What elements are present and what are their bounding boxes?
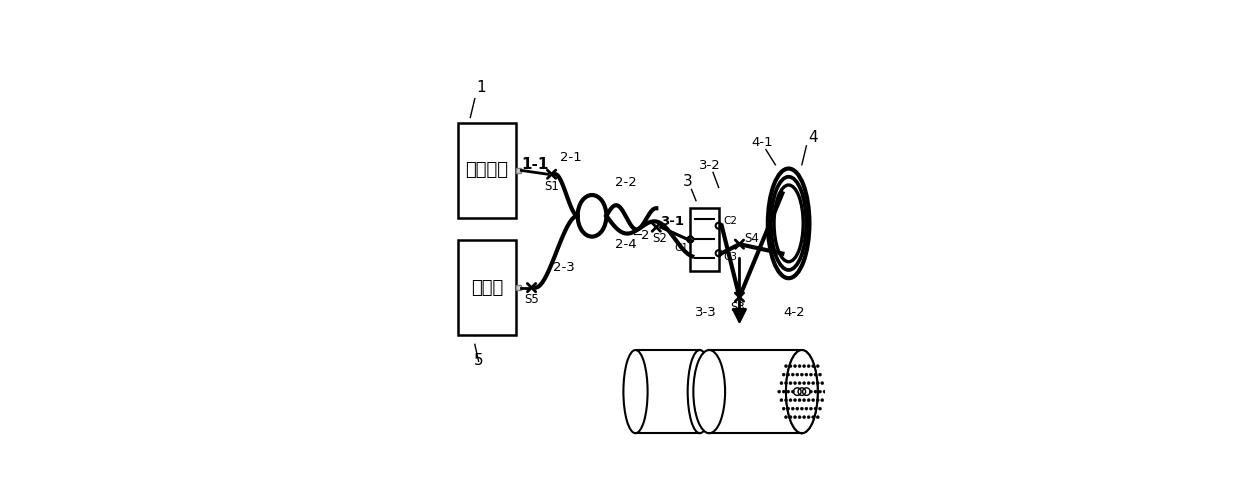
Circle shape — [807, 365, 810, 368]
Circle shape — [785, 365, 787, 368]
Text: 3: 3 — [683, 174, 693, 189]
Text: C2: C2 — [723, 216, 738, 226]
Circle shape — [821, 382, 823, 384]
Circle shape — [810, 390, 812, 393]
Circle shape — [810, 373, 812, 376]
Text: 1-1: 1-1 — [521, 157, 548, 172]
FancyBboxPatch shape — [516, 168, 521, 173]
Text: 3-2: 3-2 — [699, 159, 722, 171]
Text: 2-2: 2-2 — [615, 176, 637, 189]
Circle shape — [782, 407, 785, 410]
Circle shape — [796, 407, 799, 410]
Circle shape — [786, 373, 790, 376]
Text: 2-4: 2-4 — [615, 238, 637, 251]
Text: 1: 1 — [476, 80, 486, 95]
Circle shape — [802, 382, 806, 384]
Circle shape — [791, 407, 795, 410]
Circle shape — [818, 373, 822, 376]
Circle shape — [799, 415, 801, 419]
Text: 4-1: 4-1 — [751, 136, 773, 149]
Circle shape — [816, 399, 820, 402]
Text: S2: S2 — [652, 232, 667, 245]
Circle shape — [785, 399, 787, 402]
Circle shape — [780, 382, 782, 384]
FancyBboxPatch shape — [458, 123, 516, 218]
Circle shape — [785, 415, 787, 419]
Circle shape — [789, 399, 792, 402]
Circle shape — [810, 407, 812, 410]
Circle shape — [807, 399, 810, 402]
Ellipse shape — [786, 350, 817, 433]
Text: 探测器: 探测器 — [471, 279, 503, 297]
Circle shape — [821, 399, 823, 402]
Circle shape — [818, 407, 822, 410]
Text: S3: S3 — [730, 301, 745, 314]
Circle shape — [800, 407, 804, 410]
Text: 宽谱光源: 宽谱光源 — [465, 162, 508, 179]
Text: 4: 4 — [808, 130, 818, 145]
Circle shape — [800, 373, 804, 376]
Circle shape — [791, 373, 795, 376]
Text: 3-1: 3-1 — [661, 215, 684, 228]
Text: 2-1: 2-1 — [559, 151, 582, 164]
Circle shape — [794, 415, 796, 419]
Circle shape — [813, 373, 817, 376]
Circle shape — [812, 415, 815, 419]
Circle shape — [794, 382, 796, 384]
Circle shape — [816, 365, 820, 368]
Circle shape — [791, 390, 795, 393]
Circle shape — [789, 382, 792, 384]
Circle shape — [816, 415, 820, 419]
Circle shape — [813, 407, 817, 410]
Circle shape — [802, 365, 806, 368]
Ellipse shape — [693, 350, 725, 433]
FancyBboxPatch shape — [516, 285, 521, 290]
Circle shape — [786, 407, 790, 410]
Circle shape — [799, 365, 801, 368]
Circle shape — [780, 399, 782, 402]
Text: S4: S4 — [744, 232, 759, 246]
Circle shape — [796, 373, 799, 376]
Text: C3: C3 — [723, 252, 738, 262]
Text: 4-2: 4-2 — [784, 306, 805, 319]
Circle shape — [807, 415, 810, 419]
Text: 3-3: 3-3 — [694, 306, 717, 319]
Ellipse shape — [786, 350, 817, 433]
Circle shape — [812, 382, 815, 384]
Circle shape — [802, 399, 806, 402]
Circle shape — [799, 382, 801, 384]
Circle shape — [799, 399, 801, 402]
Ellipse shape — [624, 350, 647, 433]
Circle shape — [812, 365, 815, 368]
Text: S1: S1 — [544, 180, 559, 193]
Text: 2-3: 2-3 — [553, 261, 574, 273]
Circle shape — [786, 390, 790, 393]
Circle shape — [812, 399, 815, 402]
Text: S5: S5 — [525, 293, 539, 306]
Circle shape — [807, 382, 810, 384]
Circle shape — [777, 390, 781, 393]
Circle shape — [794, 365, 796, 368]
FancyBboxPatch shape — [458, 241, 516, 335]
Text: 5: 5 — [474, 353, 484, 368]
Circle shape — [805, 407, 808, 410]
Ellipse shape — [688, 350, 712, 433]
Text: ─2: ─2 — [632, 228, 650, 242]
Circle shape — [805, 373, 808, 376]
Circle shape — [813, 390, 817, 393]
Circle shape — [816, 382, 820, 384]
Circle shape — [789, 415, 792, 419]
Circle shape — [823, 390, 826, 393]
Circle shape — [782, 390, 785, 393]
Circle shape — [785, 382, 787, 384]
FancyBboxPatch shape — [691, 208, 719, 271]
Text: C1: C1 — [675, 243, 688, 253]
Circle shape — [802, 415, 806, 419]
Circle shape — [794, 399, 796, 402]
Circle shape — [818, 390, 822, 393]
Circle shape — [789, 365, 792, 368]
Circle shape — [782, 373, 785, 376]
